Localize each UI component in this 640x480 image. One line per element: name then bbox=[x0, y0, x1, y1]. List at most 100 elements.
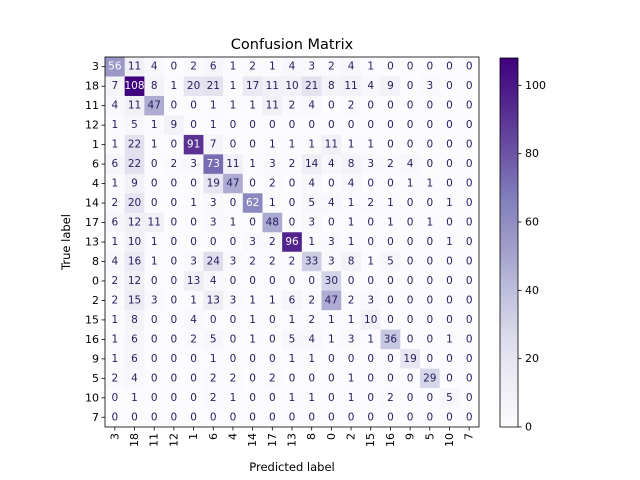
matrix-cell bbox=[262, 251, 283, 272]
matrix-cell bbox=[360, 388, 381, 408]
matrix-cell bbox=[301, 212, 322, 233]
matrix-cell bbox=[105, 407, 126, 428]
matrix-cell bbox=[321, 388, 342, 408]
cell-value-label: 1 bbox=[269, 294, 276, 306]
cell-value-label: 0 bbox=[269, 353, 276, 365]
cell-value-label: 0 bbox=[328, 217, 335, 229]
cell-value-label: 6 bbox=[131, 353, 138, 365]
colorbar-tick-label: 60 bbox=[525, 216, 539, 229]
cell-value-label: 1 bbox=[289, 314, 296, 326]
matrix-cell bbox=[183, 271, 204, 292]
cell-value-label: 0 bbox=[249, 119, 256, 131]
cell-value-label: 0 bbox=[426, 236, 433, 248]
matrix-cell bbox=[183, 232, 204, 253]
matrix-cell bbox=[400, 349, 421, 369]
cell-value-label: 0 bbox=[230, 197, 237, 209]
matrix-cell bbox=[223, 329, 244, 350]
cell-value-label: 0 bbox=[171, 139, 178, 151]
matrix-cell bbox=[321, 232, 342, 253]
cell-value-label: 0 bbox=[426, 333, 433, 345]
cell-value-label: 0 bbox=[348, 275, 355, 287]
y-axis-label: True label bbox=[59, 214, 73, 271]
cell-value-label: 0 bbox=[466, 139, 473, 151]
matrix-cell bbox=[419, 95, 441, 116]
matrix-cell bbox=[380, 290, 401, 311]
cell-value-label: 0 bbox=[426, 61, 433, 73]
matrix-cell bbox=[439, 154, 460, 175]
matrix-cell bbox=[282, 154, 303, 175]
matrix-cell bbox=[341, 368, 362, 389]
cell-value-label: 2 bbox=[348, 100, 355, 112]
cell-value-label: 0 bbox=[446, 100, 453, 112]
matrix-cell bbox=[124, 310, 145, 331]
cell-value-label: 1 bbox=[171, 80, 178, 92]
cell-value-label: 1 bbox=[111, 119, 118, 131]
matrix-cell bbox=[203, 95, 224, 116]
cell-value-label: 0 bbox=[466, 197, 473, 209]
cell-value-label: 1 bbox=[308, 392, 315, 404]
matrix-cell bbox=[203, 115, 224, 136]
cell-value-label: 0 bbox=[407, 236, 414, 248]
cell-value-label: 2 bbox=[269, 372, 276, 384]
cell-value-label: 0 bbox=[367, 275, 374, 287]
matrix-cell bbox=[164, 290, 185, 311]
matrix-cell bbox=[262, 290, 283, 311]
cell-value-label: 1 bbox=[269, 139, 276, 151]
cell-value-label: 1 bbox=[230, 61, 237, 73]
matrix-cell bbox=[124, 290, 145, 311]
cell-value-label: 0 bbox=[249, 275, 256, 287]
matrix-cell bbox=[124, 388, 145, 408]
matrix-cell bbox=[164, 154, 185, 175]
matrix-cell bbox=[203, 212, 224, 233]
cell-value-label: 4 bbox=[131, 372, 138, 384]
x-tick-label: 7 bbox=[463, 433, 476, 440]
matrix-cell bbox=[360, 329, 381, 350]
cell-value-label: 1 bbox=[387, 217, 394, 229]
matrix-cell bbox=[242, 271, 263, 292]
cell-value-label: 1 bbox=[348, 139, 355, 151]
matrix-cell bbox=[164, 310, 185, 331]
matrix-cell bbox=[459, 310, 480, 331]
cell-value-label: 5 bbox=[446, 392, 453, 404]
matrix-cell bbox=[242, 368, 263, 389]
matrix-cell bbox=[282, 76, 303, 97]
matrix-cell bbox=[400, 251, 421, 272]
matrix-cell bbox=[242, 173, 263, 194]
matrix-cell bbox=[183, 290, 204, 311]
x-tick-labels: 3 18 11 12 1 6 4 14 17 13 8 0 2 15 16 9 5 10 7 bbox=[108, 427, 476, 447]
cell-value-label: 2 bbox=[210, 392, 217, 404]
cell-value-label: 5 bbox=[387, 255, 394, 267]
matrix-cell bbox=[321, 115, 342, 136]
matrix-cell bbox=[183, 388, 204, 408]
cell-value-label: 0 bbox=[289, 275, 296, 287]
matrix-cell bbox=[223, 407, 244, 428]
cell-value-label: 1 bbox=[190, 197, 197, 209]
matrix-cell bbox=[301, 95, 322, 116]
matrix-cell bbox=[164, 271, 185, 292]
cell-value-label: 0 bbox=[387, 236, 394, 248]
cell-value-label: 2 bbox=[308, 294, 315, 306]
cell-value-label: 0 bbox=[387, 294, 394, 306]
matrix-cell bbox=[144, 115, 165, 136]
matrix-cell bbox=[183, 95, 204, 116]
matrix-cell bbox=[301, 76, 322, 97]
cell-value-label: 1 bbox=[151, 139, 158, 151]
cell-value-label: 0 bbox=[407, 255, 414, 267]
cell-value-label: 1 bbox=[446, 236, 453, 248]
matrix-cell bbox=[242, 388, 263, 408]
cell-value-label: 1 bbox=[348, 392, 355, 404]
matrix-cell bbox=[242, 329, 263, 350]
matrix-cell bbox=[360, 57, 381, 77]
cell-value-label: 0 bbox=[249, 372, 256, 384]
matrix-cell bbox=[164, 388, 185, 408]
cell-value-label: 0 bbox=[269, 275, 276, 287]
cell-value-label: 22 bbox=[128, 158, 141, 170]
cell-value-label: 1 bbox=[151, 119, 158, 131]
matrix-cell bbox=[203, 368, 224, 389]
cell-value-label: 3 bbox=[249, 236, 256, 248]
matrix-cell bbox=[459, 407, 480, 428]
matrix-cell bbox=[124, 95, 145, 116]
matrix-cell bbox=[105, 251, 126, 272]
cell-value-label: 0 bbox=[407, 411, 414, 423]
